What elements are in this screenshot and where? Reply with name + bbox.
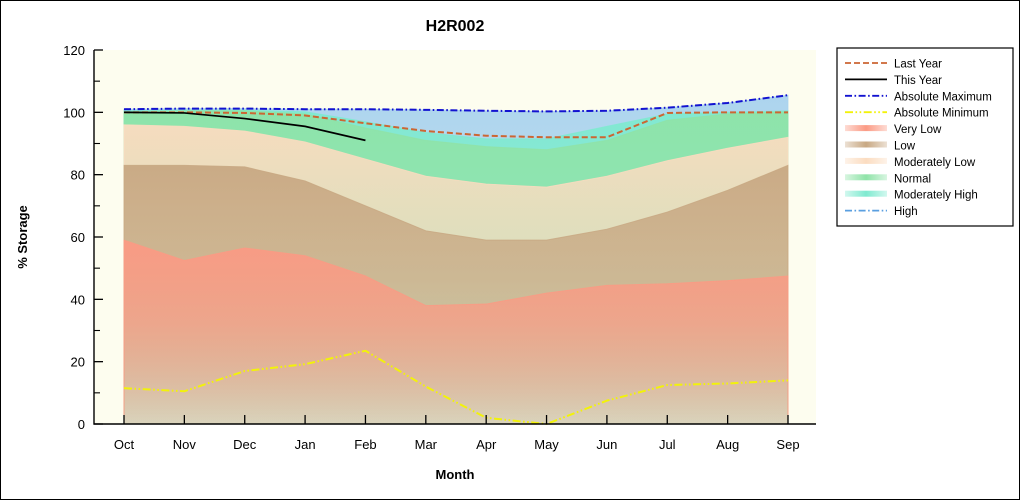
x-tick-label: Feb <box>354 437 376 452</box>
y-tick-label: 60 <box>71 230 85 245</box>
y-tick-label: 40 <box>71 292 85 307</box>
legend-label: Absolute Minimum <box>894 108 989 120</box>
chart-title: H2R002 <box>426 18 485 35</box>
legend-label: Moderately High <box>894 190 978 202</box>
legend-swatch-very-low <box>845 125 887 132</box>
x-tick-label: Dec <box>233 437 257 452</box>
band-very-low <box>123 239 789 425</box>
series-last-year <box>124 111 788 139</box>
y-tick-label: 80 <box>71 168 85 183</box>
x-axis-label: Month <box>436 467 475 482</box>
x-tick-label: Oct <box>114 437 135 452</box>
series-absolute-minimum <box>123 349 789 426</box>
legend-label: Low <box>894 141 916 153</box>
legend-swatch-moderately-low <box>845 157 887 164</box>
x-tick-label: Mar <box>415 437 438 452</box>
x-tick-label: Jan <box>295 437 316 452</box>
y-tick-label: 20 <box>71 355 85 370</box>
x-tick-label: Jul <box>659 437 676 452</box>
x-tick-label: Apr <box>476 437 497 452</box>
legend-swatch-moderately-high <box>845 190 887 197</box>
legend-label: Last Year <box>894 59 942 71</box>
legend-swatch-normal <box>845 174 887 181</box>
x-tick-label: Jun <box>596 437 617 452</box>
y-axis-label: % Storage <box>15 205 30 269</box>
legend-label: Normal <box>894 173 931 185</box>
x-tick-label: May <box>534 437 559 452</box>
legend-label: Moderately Low <box>894 157 976 169</box>
x-tick-label: Aug <box>716 437 739 452</box>
x-tick-label: Nov <box>173 437 197 452</box>
series-this-year <box>123 111 366 142</box>
legend-swatch-low <box>845 141 887 148</box>
x-tick-label: Sep <box>776 437 799 452</box>
y-tick-label: 0 <box>78 417 85 432</box>
series-absolute-maximum <box>123 94 789 113</box>
y-tick-label: 120 <box>63 43 85 58</box>
legend-label: Very Low <box>894 124 942 136</box>
legend-label: Absolute Maximum <box>894 91 992 103</box>
y-tick-label: 100 <box>63 105 85 120</box>
legend-label: This Year <box>894 75 942 87</box>
legend-label: High <box>894 206 918 218</box>
